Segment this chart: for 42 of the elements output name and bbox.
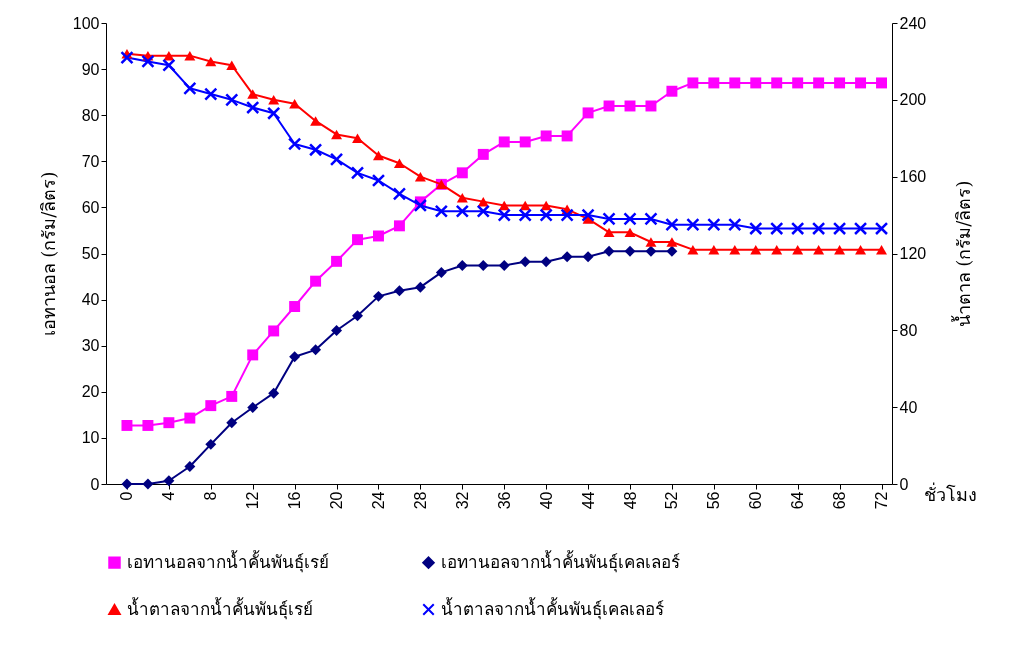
x-tick-label: 32 xyxy=(453,491,471,510)
x-axis-title: ชั่วโมง xyxy=(923,481,977,505)
x-tick-label: 48 xyxy=(621,491,639,510)
x-tick-label: 12 xyxy=(244,491,262,510)
x-tick-label: 4 xyxy=(160,491,178,501)
x-tick-label: 60 xyxy=(747,491,765,510)
x-tick-label: 28 xyxy=(411,491,429,510)
y2-tick-label: 160 xyxy=(899,168,927,186)
y2-tick-label: 240 xyxy=(899,14,927,32)
y2-tick-label: 40 xyxy=(899,398,918,416)
y-tick-label: 60 xyxy=(81,198,100,216)
x-tick-label: 36 xyxy=(495,491,513,510)
x-tick-label: 68 xyxy=(831,491,849,510)
y-tick-label: 20 xyxy=(81,383,100,401)
x-tick-label: 72 xyxy=(873,491,891,510)
y2-tick-label: 200 xyxy=(899,91,927,109)
legend-label: น้ำตาลจากน้ำคั้นพันธุ์เรย์ xyxy=(127,596,313,620)
x-tick-label: 16 xyxy=(286,491,304,510)
y2-tick-label: 80 xyxy=(899,321,918,339)
x-tick-label: 40 xyxy=(537,491,555,510)
y2-axis-title: น้ำตาล (กรัม/ลิตร) xyxy=(951,180,975,328)
legend-label: น้ำตาลจากน้ำคั้นพันธุ์เคลเลอร์ xyxy=(441,596,664,620)
y-tick-label: 80 xyxy=(81,106,100,124)
y-tick-label: 50 xyxy=(81,245,100,262)
y-tick-label: 70 xyxy=(81,152,100,170)
x-tick-label: 24 xyxy=(369,491,387,510)
y-axis-title: เอทานอล (กรัม/ลิตร) xyxy=(37,171,59,337)
x-tick-label: 52 xyxy=(663,491,681,510)
x-tick-label: 0 xyxy=(118,491,136,501)
x-tick-label: 8 xyxy=(202,491,220,501)
y-tick-label: 10 xyxy=(81,429,100,447)
y-tick-label: 90 xyxy=(81,60,100,78)
x-tick-label: 44 xyxy=(579,491,597,510)
y2-tick-label: 120 xyxy=(899,245,927,262)
legend-label: เอทานอลจากน้ำคั้นพันธุ์เคลเลอร์ xyxy=(441,549,680,573)
x-tick-label: 20 xyxy=(328,491,346,510)
y-tick-label: 40 xyxy=(81,291,100,309)
y-tick-label: 100 xyxy=(72,14,100,32)
legend-label: เอทานอลจากน้ำคั้นพันธุ์เรย์ xyxy=(127,549,329,573)
x-tick-label: 56 xyxy=(705,491,723,510)
x-tick-label: 64 xyxy=(789,491,807,510)
y-tick-label: 30 xyxy=(81,337,100,355)
